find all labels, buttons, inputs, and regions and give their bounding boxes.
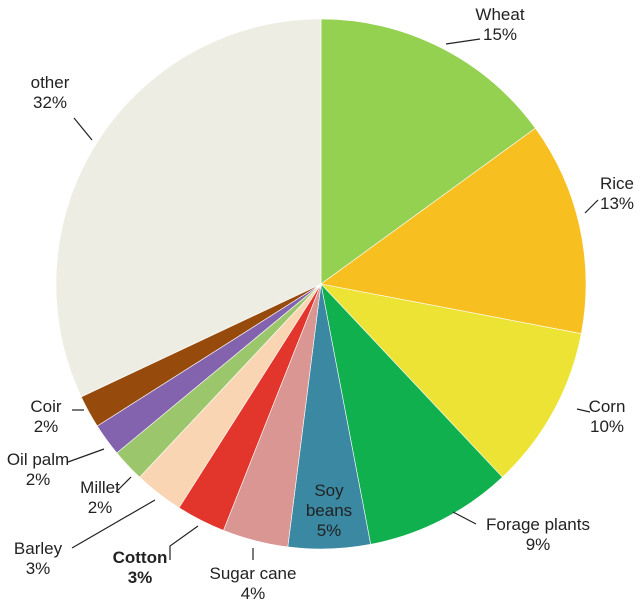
- slice-label-line: 2%: [34, 417, 59, 436]
- slice-label-forage-plants: Forage plants 9%: [486, 515, 590, 554]
- slice-label-line: 32%: [33, 93, 67, 112]
- slice-label-line: Corn: [589, 397, 626, 416]
- slice-label-line: 15%: [483, 25, 517, 44]
- slice-label-line: 5%: [317, 521, 342, 540]
- slice-label-oil-palm: Oil palm 2%: [7, 450, 69, 489]
- slice-label-corn: Corn 10%: [589, 397, 626, 436]
- slice-label-line: Oil palm: [7, 450, 69, 469]
- slice-label-line: 4%: [241, 584, 266, 603]
- leader-line-forage-plants: [452, 511, 477, 525]
- pie-slice-other: [55, 18, 322, 398]
- pie-slices: [55, 18, 587, 550]
- slice-label-line: 9%: [526, 535, 551, 554]
- slice-label-rice: Rice 13%: [600, 174, 634, 213]
- slice-label-line: 3%: [128, 568, 153, 587]
- slice-label-line: 3%: [26, 559, 51, 578]
- slice-label-wheat: Wheat 15%: [475, 5, 524, 44]
- slice-label-line: other: [31, 73, 70, 92]
- slice-label-coir: Coir 2%: [30, 397, 62, 436]
- slice-label-barley: Barley 3%: [14, 539, 63, 578]
- pie-slice-wheat: [320, 18, 536, 285]
- pie-slice-forage-plants: [320, 283, 503, 545]
- slice-label-line: Forage plants: [486, 515, 590, 534]
- slice-label-cotton: Cotton 3%: [113, 548, 168, 587]
- leader-line-rice: [584, 199, 599, 214]
- slice-label-sugar-cane: Sugar cane 4%: [210, 564, 297, 603]
- slice-label-soy-beans: Soy beans 5%: [306, 481, 352, 540]
- slice-label-line: Rice: [600, 174, 634, 193]
- leader-line-barley: [71, 499, 156, 549]
- slice-label-line: 2%: [26, 470, 51, 489]
- slice-label-line: Millet: [80, 478, 120, 497]
- slice-label-millet: Millet 2%: [80, 478, 120, 517]
- leader-line-cotton: [169, 525, 199, 560]
- leader-line-other: [73, 117, 93, 141]
- leader-line-corn: [576, 408, 591, 413]
- slice-label-line: 13%: [600, 194, 634, 213]
- leader-lines: [67, 38, 599, 560]
- slice-label-line: Cotton: [113, 548, 168, 567]
- pie-slice-rice: [320, 127, 587, 335]
- slice-label-line: Sugar cane: [210, 564, 297, 583]
- slice-label-line: Soy: [314, 481, 344, 500]
- leader-line-millet: [115, 476, 132, 493]
- slice-label-line: Barley: [14, 539, 63, 558]
- slice-label-line: Wheat: [475, 5, 524, 24]
- slice-label-line: 10%: [590, 417, 624, 436]
- pie-slice-corn: [320, 283, 582, 478]
- leader-line-wheat: [445, 38, 481, 45]
- slice-label-line: Coir: [30, 397, 62, 416]
- slice-label-line: 2%: [88, 498, 113, 517]
- slice-labels: Wheat 15% Rice 13% Corn 10% Forage plants 9% Soy…: [7, 5, 634, 603]
- leader-line-oil-palm: [67, 448, 105, 463]
- slice-label-line: beans: [306, 501, 352, 520]
- slice-label-other: other 32%: [31, 73, 70, 112]
